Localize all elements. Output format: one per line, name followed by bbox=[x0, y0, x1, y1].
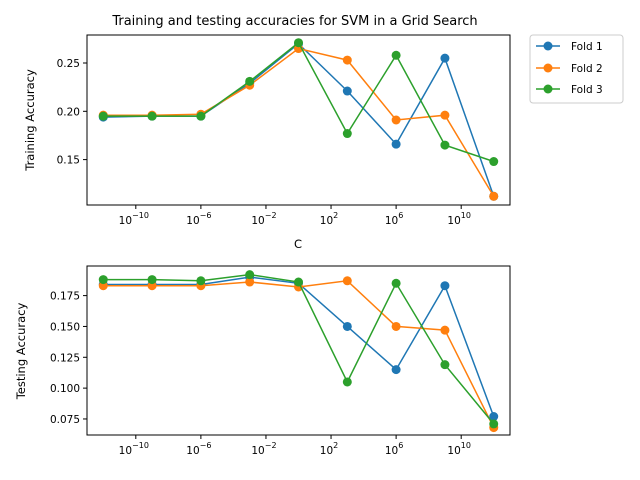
bottom-point-fold-3-1 bbox=[147, 275, 157, 285]
top-point-fold-3-8 bbox=[489, 157, 499, 167]
top-plot-frame bbox=[86, 34, 511, 206]
bottom-y-tick-label-1: 0.100 bbox=[50, 383, 80, 395]
bottom-point-fold-2-1 bbox=[147, 281, 157, 291]
top-point-fold-3-1 bbox=[147, 111, 157, 121]
top-point-fold-3-6 bbox=[391, 50, 401, 60]
bottom-point-fold-3-6 bbox=[391, 278, 401, 288]
legend-item-fold-1: Fold 1 bbox=[536, 41, 603, 53]
bottom-point-fold-2-7 bbox=[440, 325, 450, 335]
legend-label-fold-1: Fold 1 bbox=[571, 41, 603, 53]
bottom-y-tick-label-2: 0.125 bbox=[50, 352, 80, 364]
top-y-axis-label: Training Accuracy bbox=[23, 69, 37, 172]
bottom-point-fold-1-5 bbox=[342, 321, 352, 331]
bottom-y-axis-label: Testing Accuracy bbox=[14, 303, 28, 401]
bottom-point-fold-3-8 bbox=[489, 419, 499, 429]
bottom-point-fold-2-6 bbox=[391, 321, 401, 331]
chart-title: Training and testing accuracies for SVM … bbox=[111, 14, 477, 29]
top-point-fold-1-7 bbox=[440, 53, 450, 63]
top-point-fold-3-2 bbox=[196, 111, 206, 121]
bottom-point-fold-3-0 bbox=[98, 275, 108, 285]
bottom-point-fold-3-4 bbox=[294, 277, 303, 287]
top-x-ticks: 10−10 10−6 10−2 102 106 1010 bbox=[119, 205, 471, 227]
top-point-fold-2-7 bbox=[440, 110, 450, 120]
legend-marker-fold-2 bbox=[543, 63, 553, 73]
legend-box bbox=[529, 34, 624, 104]
top-point-fold-1-5 bbox=[342, 86, 352, 96]
top-x-axis-label: C bbox=[294, 237, 302, 251]
top-point-fold-2-5 bbox=[342, 55, 352, 65]
top-y-ticks: 0.15 0.20 0.25 bbox=[57, 58, 87, 167]
bottom-y-tick-label-0: 0.075 bbox=[50, 414, 80, 426]
bottom-point-fold-2-3 bbox=[245, 277, 255, 287]
top-point-fold-3-5 bbox=[342, 129, 352, 139]
legend-marker-fold-1 bbox=[543, 41, 553, 51]
bottom-point-fold-2-0 bbox=[98, 281, 108, 291]
legend-item-fold-2: Fold 2 bbox=[536, 63, 603, 75]
bottom-plot-frame bbox=[86, 265, 511, 436]
legend-marker-fold-3 bbox=[543, 84, 553, 94]
bottom-point-fold-1-6 bbox=[391, 365, 401, 375]
top-y-tick-label-2: 0.25 bbox=[57, 58, 80, 70]
top-point-fold-3-0 bbox=[98, 111, 108, 121]
top-plot: 10−10 10−6 10−2 102 106 1010 0.15 0.20 0.25 C T… bbox=[23, 34, 511, 251]
legend-item-fold-3: Fold 3 bbox=[536, 84, 603, 96]
bottom-plot: 10−10 10−6 10−2 102 106 1010 0.0750.1000.1250… bbox=[14, 265, 511, 457]
legend-label-fold-2: Fold 2 bbox=[571, 63, 603, 75]
top-series-layer bbox=[98, 38, 499, 201]
top-point-fold-3-4 bbox=[294, 38, 303, 48]
bottom-point-fold-1-7 bbox=[440, 281, 450, 291]
top-point-fold-2-8 bbox=[489, 191, 499, 201]
bottom-point-fold-3-3 bbox=[245, 270, 255, 280]
top-y-tick-label-1: 0.20 bbox=[57, 106, 80, 118]
bottom-point-fold-3-5 bbox=[342, 377, 352, 387]
bottom-point-fold-2-5 bbox=[342, 276, 352, 286]
legend: Fold 1 Fold 2 Fold 3 bbox=[529, 34, 624, 104]
bottom-point-fold-3-2 bbox=[196, 276, 206, 286]
bottom-y-tick-label-4: 0.175 bbox=[50, 291, 80, 303]
top-point-fold-2-6 bbox=[391, 115, 401, 125]
bottom-y-ticks: 0.075 0.100 0.125 0.150 0.175 bbox=[50, 291, 87, 426]
bottom-y-tick-label-3: 0.150 bbox=[50, 321, 80, 333]
top-point-fold-3-3 bbox=[245, 76, 255, 86]
top-y-tick-label-0: 0.15 bbox=[57, 155, 80, 167]
top-point-fold-3-7 bbox=[440, 140, 450, 150]
bottom-series-layer bbox=[98, 270, 499, 433]
top-point-fold-1-6 bbox=[391, 139, 401, 149]
bottom-point-fold-1-8 bbox=[489, 411, 499, 421]
bottom-point-fold-3-7 bbox=[440, 360, 450, 370]
legend-label-fold-3: Fold 3 bbox=[571, 84, 603, 96]
